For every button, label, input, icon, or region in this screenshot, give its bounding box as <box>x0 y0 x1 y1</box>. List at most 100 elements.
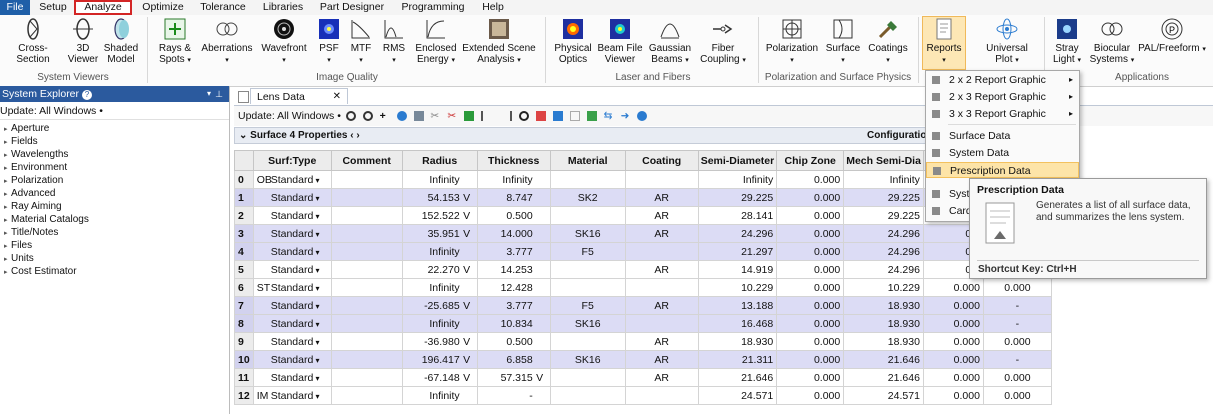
scissors-icon[interactable]: ✂ <box>430 110 440 123</box>
chip-zone-cell[interactable]: 0.000 <box>776 296 845 315</box>
expand-icon[interactable]: ▸ <box>4 139 8 146</box>
table-row[interactable]: 7 Standard ▾ -25.685 V 3.777 F5 AR 13.188 0.000 1… <box>234 296 1052 315</box>
menu-setup[interactable]: Setup <box>39 1 67 13</box>
chip-zone-cell[interactable]: 0.000 <box>776 224 845 243</box>
chip-zone-cell[interactable]: 0.000 <box>776 170 845 189</box>
coating-cell[interactable] <box>624 170 699 189</box>
semi-diameter-cell[interactable]: 28.141 <box>697 206 778 225</box>
coating-cell[interactable]: AR <box>624 350 699 369</box>
comment-cell[interactable] <box>330 242 403 261</box>
extra-cell[interactable]: - <box>982 296 1052 315</box>
mech-semi-dia-cell[interactable]: 21.646 <box>843 350 924 369</box>
psf-button[interactable]: PSF ▾ <box>314 17 344 66</box>
thickness-cell[interactable]: 3.777 <box>476 242 551 261</box>
tree-item-title-notes[interactable]: ▸ Title/Notes <box>4 227 59 238</box>
gaussian-beams-button[interactable]: Gaussian Beams ▾ <box>647 17 693 66</box>
surf-type-cell[interactable]: Standard ▾ <box>252 314 332 333</box>
chip-zone-cell[interactable]: 0.000 <box>776 242 845 261</box>
radius-cell[interactable]: Infinity <box>401 314 478 333</box>
extra-cell[interactable]: 0.000 <box>982 368 1052 387</box>
pin-green-icon[interactable] <box>464 111 475 122</box>
menu-file[interactable]: File <box>0 0 30 15</box>
chip-zone-cell[interactable]: 0.000 <box>776 206 845 225</box>
mech-semi-dia-cell[interactable]: 18.930 <box>843 314 924 333</box>
mech-semi-dia-cell[interactable]: 29.225 <box>843 188 924 207</box>
expand-icon[interactable]: ▸ <box>4 243 8 250</box>
chip-zone-cell[interactable]: 0.000 <box>776 350 845 369</box>
circle-icon[interactable] <box>519 111 530 122</box>
beam-file-viewer-button[interactable]: Beam File Viewer <box>597 17 643 65</box>
semi-diameter-cell[interactable]: 16.468 <box>697 314 778 333</box>
cut-icon[interactable]: ✂ <box>447 110 457 123</box>
variable-flag[interactable]: V <box>463 209 471 222</box>
dropdown-arrow-icon[interactable]: ▾ <box>206 89 211 98</box>
surf-type-cell[interactable]: Standard ▾ <box>252 188 332 207</box>
rays-spots-button[interactable]: Rays & Spots ▾ <box>152 17 198 66</box>
variable-flag[interactable]: V <box>463 353 471 366</box>
mtf-button[interactable]: MTF ▾ <box>346 17 376 66</box>
merge-icon[interactable] <box>500 111 513 122</box>
chip-zone-cell[interactable]: 0.000 <box>776 278 845 297</box>
mech-semi-dia-cell[interactable]: 18.930 <box>843 332 924 351</box>
material-cell[interactable] <box>549 206 626 225</box>
mech-semi-dia-cell[interactable]: 21.646 <box>843 368 924 387</box>
material-cell[interactable] <box>549 332 626 351</box>
expand-icon[interactable]: ▸ <box>4 191 8 198</box>
extended-scene-button[interactable]: Extended Scene Analysis ▾ <box>462 17 536 66</box>
material-cell[interactable]: SK2 <box>549 188 626 207</box>
enclosed-energy-button[interactable]: Enclosed Energy ▾ <box>412 17 460 66</box>
tree-item-cost-estimator[interactable]: ▸ Cost Estimator <box>4 266 77 277</box>
radius-cell[interactable]: -36.980 V <box>401 332 478 351</box>
panel-divider[interactable] <box>229 86 230 414</box>
thickness-cell[interactable]: Infinity <box>476 170 551 189</box>
material-cell[interactable]: SK16 <box>549 350 626 369</box>
tree-item-material-catalogs[interactable]: ▸ Material Catalogs <box>4 214 89 225</box>
mech-semi-dia-cell[interactable]: 24.571 <box>843 386 924 405</box>
comment-cell[interactable] <box>330 224 403 243</box>
col-header-radius[interactable]: Radius <box>401 150 478 171</box>
table-row[interactable]: 8 Standard ▾ Infinity 10.834 SK16 16.468 0.000… <box>234 314 1052 333</box>
col-header-mech-semi-dia[interactable]: Mech Semi-Dia <box>843 150 924 171</box>
green-s-icon[interactable] <box>586 111 597 122</box>
tab-lens-data[interactable]: Lens Data ✕ <box>250 88 348 104</box>
dropdown-arrow-icon[interactable]: ▾ <box>313 301 320 311</box>
material-cell[interactable]: SK16 <box>549 314 626 333</box>
tree-item-units[interactable]: ▸ Units <box>4 253 34 264</box>
menu-item-prescription-data[interactable]: Prescription Data <box>926 162 1079 178</box>
extra-cell[interactable]: 0.000 <box>982 278 1052 297</box>
universal-plot-button[interactable]: Universal Plot ▾ <box>980 17 1034 66</box>
menu-item-system-data[interactable]: System Data <box>926 145 1079 161</box>
material-cell[interactable]: SK16 <box>549 224 626 243</box>
surface-properties-bar[interactable]: ⌄ Surface 4 Properties ‹ › Configuration <box>234 127 1076 144</box>
surf-type-cell[interactable]: Standard ▾ <box>252 242 332 261</box>
extra-cell[interactable]: 0.000 <box>922 278 984 297</box>
col-header-surf-type[interactable]: Surf:Type <box>252 150 332 171</box>
dropdown-arrow-icon[interactable]: ▾ <box>313 337 320 347</box>
thickness-cell[interactable]: 14.000 <box>476 224 551 243</box>
table-row[interactable]: 9 Standard ▾ -36.980 V 0.500 AR 18.930 0.000 18.… <box>234 332 1052 351</box>
split-icon[interactable] <box>481 111 493 122</box>
biocular-systems-button[interactable]: Biocular Systems ▾ <box>1088 17 1136 66</box>
thickness-cell[interactable]: 8.747 <box>476 188 551 207</box>
dropdown-arrow-icon[interactable]: ▾ <box>313 283 320 293</box>
coating-cell[interactable]: AR <box>624 188 699 207</box>
aberrations-button[interactable]: Aberrations ▾ <box>200 17 254 66</box>
extra-cell[interactable]: - <box>982 350 1052 369</box>
comment-cell[interactable] <box>330 206 403 225</box>
reports-button[interactable]: Reports ▾ <box>922 16 966 70</box>
radius-cell[interactable]: 22.270 V <box>401 260 478 279</box>
semi-diameter-cell[interactable]: 29.225 <box>697 188 778 207</box>
tree-item-advanced[interactable]: ▸ Advanced <box>4 188 56 199</box>
extra-cell[interactable]: 0.000 <box>982 386 1052 405</box>
tree-item-files[interactable]: ▸ Files <box>4 240 33 251</box>
globe-icon[interactable] <box>396 111 407 122</box>
col-header-material[interactable]: Material <box>549 150 626 171</box>
table-row[interactable]: 6 STStandard ▾ Infinity 12.428 10.229 0.000 10… <box>234 278 1052 297</box>
thickness-cell[interactable]: 0.500 <box>476 332 551 351</box>
menu-programming[interactable]: Programming <box>401 1 465 13</box>
radius-cell[interactable]: 35.951 V <box>401 224 478 243</box>
comment-cell[interactable] <box>330 386 403 405</box>
expand-icon[interactable]: ▸ <box>4 269 8 276</box>
material-cell[interactable] <box>549 260 626 279</box>
dropdown-arrow-icon[interactable]: ▾ <box>313 229 320 239</box>
